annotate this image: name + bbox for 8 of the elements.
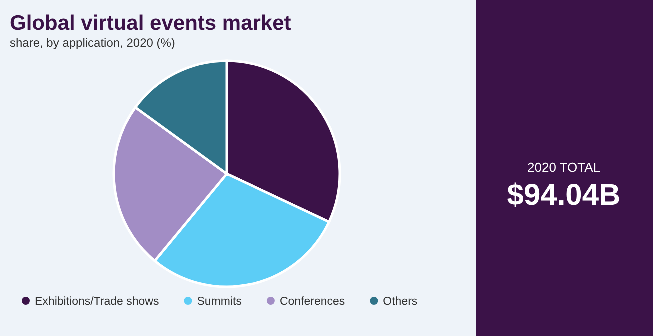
text: $94.04B [507, 179, 621, 212]
chart-title: Global virtual events market [10, 12, 292, 35]
legend-label: Summits [197, 296, 242, 308]
legend-label: Others [383, 296, 418, 308]
text: 2020 TOTAL [528, 160, 600, 175]
legend-label: Conferences [280, 296, 346, 308]
legend-label: Exhibitions/Trade shows [35, 296, 160, 308]
chart-subtitle: share, by application, 2020 (%) [10, 36, 176, 50]
